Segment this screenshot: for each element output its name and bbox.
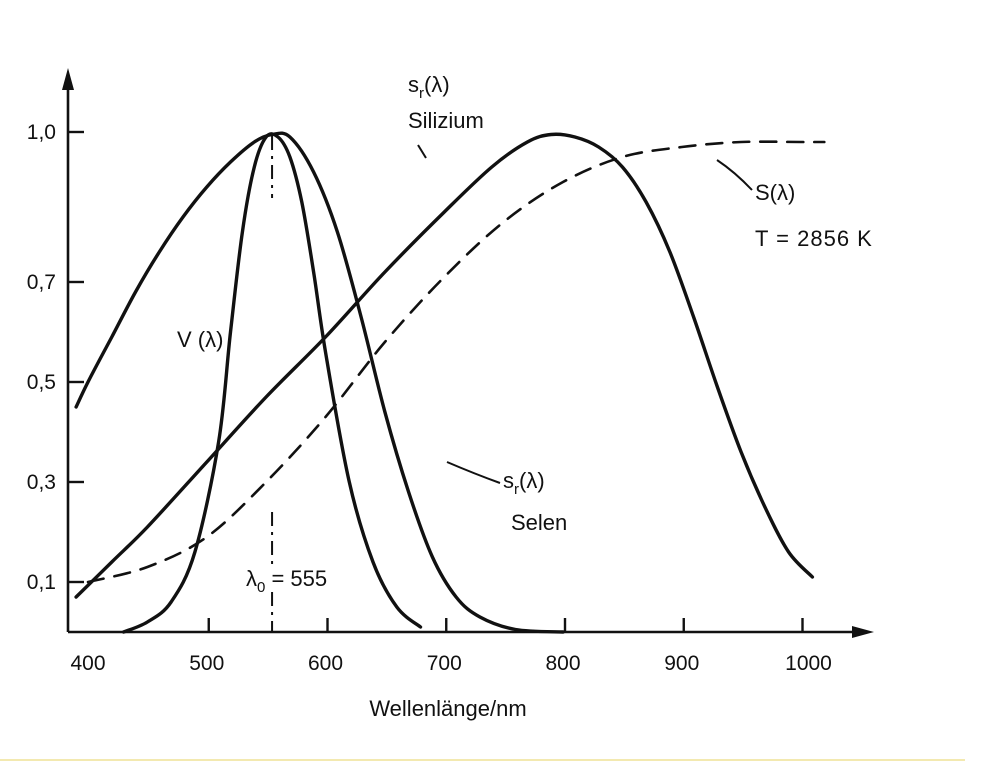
series-line-silizium xyxy=(74,132,815,599)
x-axis-title: Wellenlänge/nm xyxy=(369,696,526,721)
y-tick-label: 1,0 xyxy=(27,121,56,144)
lambda0-label: λ0 = 555 xyxy=(246,566,327,596)
x-axis-arrow-icon xyxy=(852,626,874,638)
silizium-leader-line xyxy=(417,144,427,159)
v-lambda-label: V (λ) xyxy=(177,327,223,352)
silizium-label: Silizium xyxy=(408,108,484,133)
x-tick-label: 1000 xyxy=(785,652,832,675)
x-tick-label: 700 xyxy=(427,652,462,675)
silizium-symbol-label: sr(λ) xyxy=(408,72,450,102)
x-tick-label: 900 xyxy=(664,652,699,675)
series-line-s xyxy=(86,140,826,584)
selen-leader-line xyxy=(446,461,501,484)
x-tick-label: 600 xyxy=(308,652,343,675)
y-tick-label: 0,3 xyxy=(27,471,56,494)
curves xyxy=(74,131,826,634)
temperature-label: T = 2856 K xyxy=(755,226,873,251)
series-line-v xyxy=(121,132,423,634)
s-lambda-label: S(λ) xyxy=(755,180,795,205)
series-line-selen xyxy=(74,131,565,634)
x-tick-label: 400 xyxy=(70,652,105,675)
x-tick-label: 500 xyxy=(189,652,224,675)
selen-label: Selen xyxy=(511,510,567,535)
x-tick-label: 800 xyxy=(545,652,580,675)
y-axis-arrow-icon xyxy=(62,68,74,90)
bottom-rule xyxy=(0,759,965,761)
s-lambda-leader-line xyxy=(716,159,753,191)
selen-symbol-label: sr(λ) xyxy=(503,468,545,498)
y-tick-label: 0,7 xyxy=(27,271,56,294)
axes xyxy=(62,68,874,638)
y-tick-label: 0,1 xyxy=(27,571,56,594)
ticks: 400 500 600 700 800 900 1000 0,1 0,3 0,5 0,7 1,0 xyxy=(27,121,832,675)
y-tick-label: 0,5 xyxy=(27,371,56,394)
